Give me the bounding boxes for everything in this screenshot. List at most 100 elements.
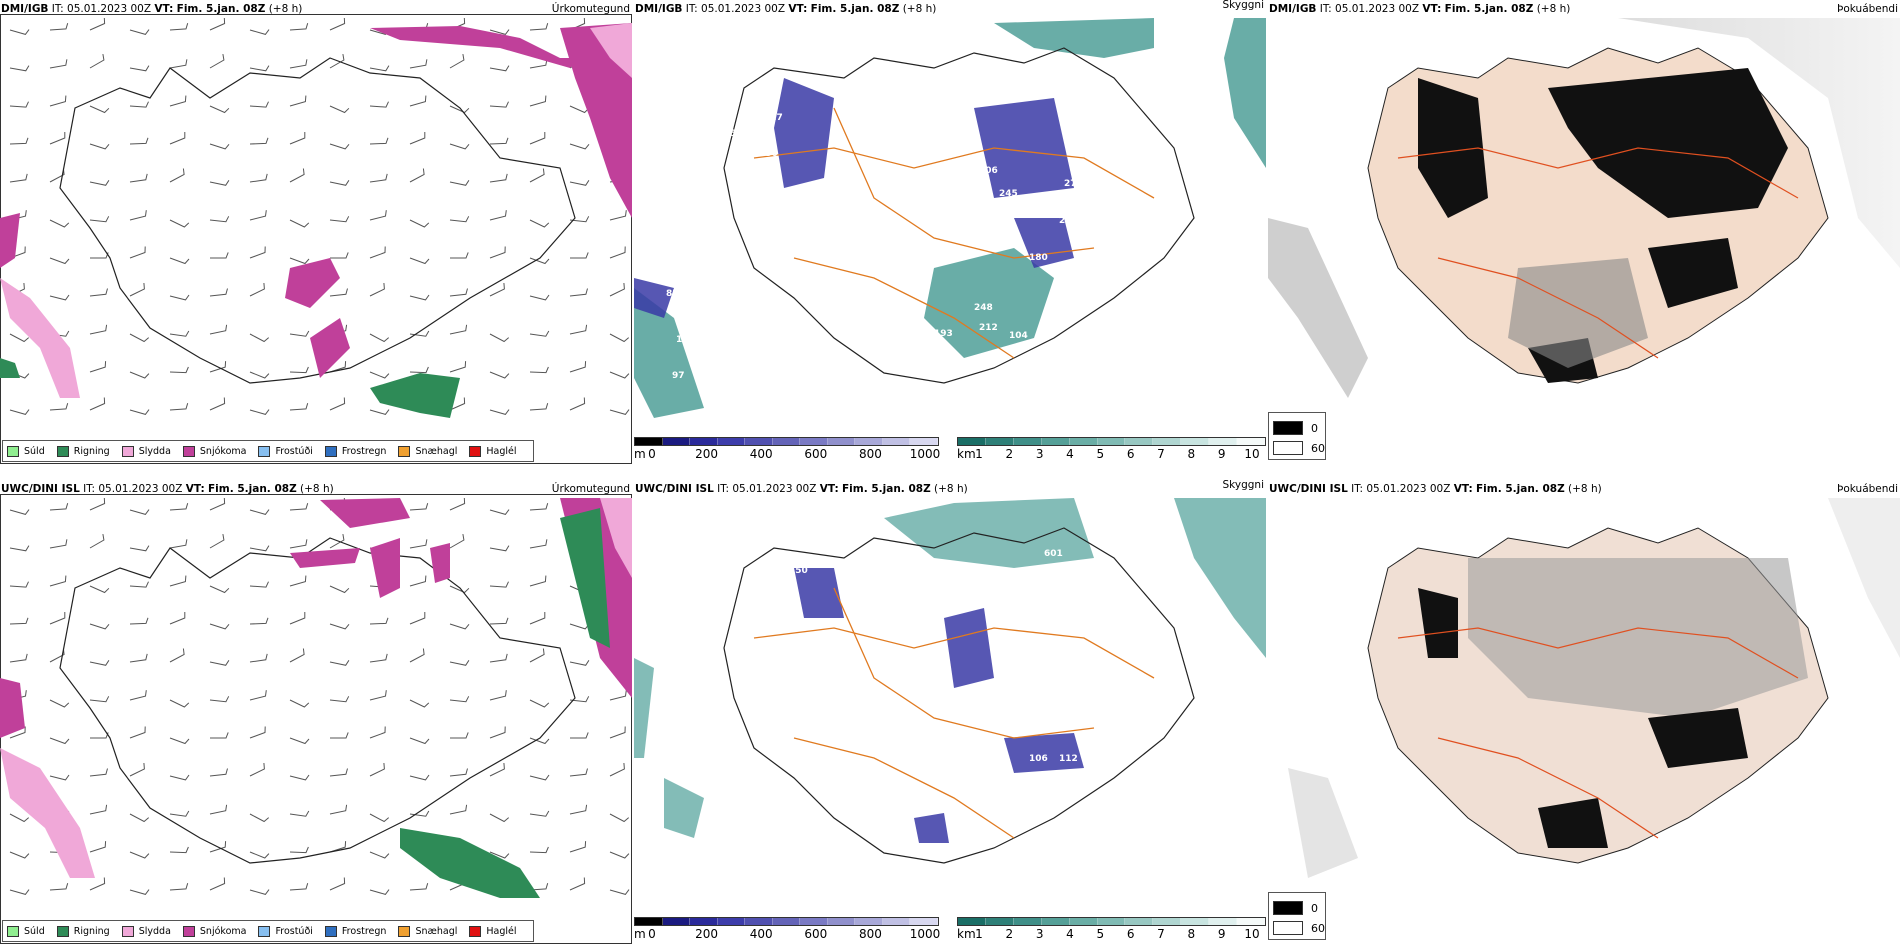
wind-barb [209,877,226,891]
wind-barb [609,851,630,859]
wind-barb [409,503,429,511]
wind-barb [329,288,348,297]
fog-legend-item: 60 [1273,441,1325,455]
wind-barb [569,696,590,703]
wind-barb [450,252,469,259]
wind-barb [489,653,508,663]
colorbar-segment [1013,918,1042,925]
precip-legend-swatch [398,925,411,937]
fog-legend-value: 0 [1311,901,1318,915]
model-source: DMI/IGB [635,3,683,15]
sleet-areas [0,23,632,398]
wind-barb [409,883,429,891]
precip-legend-label: Snæhagl [415,445,458,457]
panel-header: UWC/DINI ISL IT: 05.01.2023 00Z VT: Fim.… [1,482,630,496]
wind-barb [129,409,150,415]
it-label: IT: [685,3,698,15]
precip-legend-item: Haglél [469,925,517,937]
wind-barb [49,575,67,587]
wind-barb [289,737,310,745]
wind-barb [89,361,107,373]
wind-barb [529,168,545,183]
colorbar-segment [910,918,939,925]
wind-barb [209,534,225,549]
wind-barb [209,288,228,297]
precip-legend-label: Slydda [138,925,171,937]
cloud-base-label: 127 [764,113,783,123]
wind-barb [9,545,30,552]
it-value: 05.01.2023 00Z [67,3,152,15]
wind-barb [289,612,306,625]
roads [1397,627,1799,839]
vt-value: Fim. 5.jan. 08Z [1476,483,1565,495]
colorbar-tick: 1000 [909,927,941,941]
wind-barb [529,366,549,374]
cloud-base-label: 149 [864,231,883,241]
wind-barb [209,768,228,777]
wind-barb [329,660,350,666]
wind-barb [249,409,270,415]
wind-barb [169,403,189,411]
panel-header: DMI/IGB IT: 05.01.2023 00Z VT: Fim. 5.ja… [1,2,630,16]
precip-legend-label: Snjókoma [199,445,247,457]
wind-barb [449,623,470,630]
colorbar-segment [1153,438,1182,445]
colorbar-unit: m [634,447,646,461]
panel-header: UWC/DINI ISL IT: 05.01.2023 00Z VT: Fim.… [635,479,1264,496]
wind-barb [409,95,427,107]
wind-barb [330,252,349,259]
wind-barb [49,883,69,891]
wind-barb [249,65,270,72]
colorbar-segment [855,918,883,925]
fog-panel-r2: UWC/DINI ISL IT: 05.01.2023 00Z VT: Fim.… [1268,480,1900,946]
colorbar-tick: 7 [1157,927,1165,941]
wind-barb [409,132,426,145]
precip-legend-swatch [182,925,195,937]
wind-barb [9,617,29,625]
wind-barb [529,699,550,708]
fog-legend-swatch [1273,901,1303,915]
colorbar-segment [910,438,939,445]
fog-legend-item: 0 [1273,421,1318,435]
snow-areas [0,498,632,738]
wind-barb [9,581,29,588]
wind-barb [129,690,147,701]
wind-barb [209,324,228,335]
cloud-map-r2: 150 601 302 245 277 106 112 131 [634,498,1266,864]
wind-barb [249,690,267,701]
wind-barb [129,762,145,777]
wind-barb [249,581,269,588]
wind-barb [89,877,106,891]
wind-barb [369,282,385,297]
wind-barb [169,699,190,708]
wind-barb [329,397,346,411]
wind-barb [89,623,110,630]
cloud-base-label: 609 [734,29,753,39]
cloud-base-label: 180 [1029,253,1048,263]
wind-barb [289,168,305,183]
cloud-base-label: 22 [1084,269,1097,279]
wind-barb [289,846,309,854]
wind-barb [49,612,66,625]
wind-barb [489,409,510,415]
cloud-labels: 609 624 127 156 130 12 245 206 275 149 148 180 248 21… [666,29,1097,393]
wind-barb [449,534,465,549]
fog-legend: 0 60 [1268,892,1326,940]
wind-barb [529,648,545,663]
colorbar-segment [662,438,691,445]
fog-legend-item: 0 [1273,901,1318,915]
colorbar-unit: km [957,447,976,461]
wind-barb [249,813,270,823]
wind-barb [209,841,227,853]
wind-barb [489,371,510,379]
wind-barb [49,132,66,145]
vt-value: Fim. 5.jan. 08Z [842,483,931,495]
colorbar-tick: 200 [695,927,719,941]
wind-barb [169,132,186,145]
wind-barb [210,252,229,259]
fog-panel-r1: DMI/IGB IT: 05.01.2023 00Z VT: Fim. 5.ja… [1268,0,1900,466]
wind-barb [489,851,510,859]
wind-barb [289,59,308,69]
it-value: 05.01.2023 00Z [701,3,786,15]
wind-barb [369,617,389,625]
